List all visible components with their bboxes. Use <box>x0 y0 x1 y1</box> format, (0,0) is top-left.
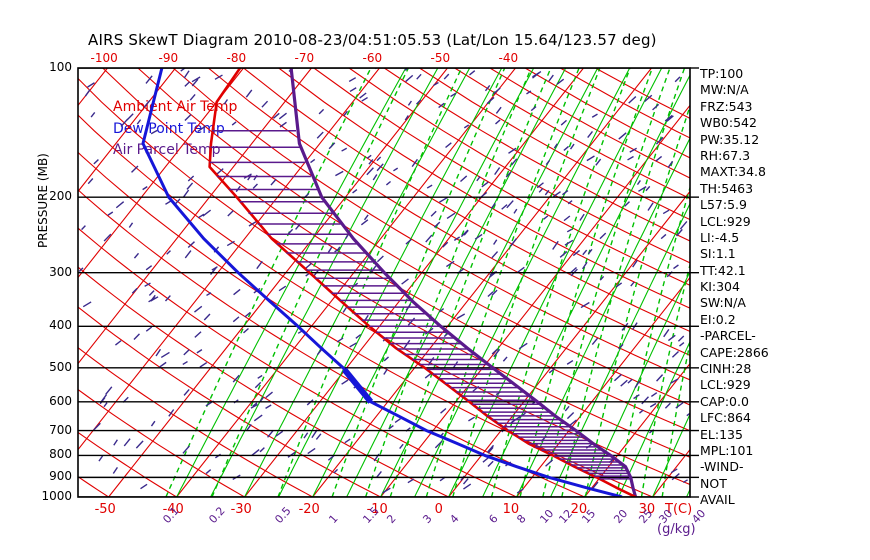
top-temp-tick-label: -60 <box>362 51 383 65</box>
cape-hatch-group <box>209 129 631 480</box>
bottom-temp-tick-label: 20 <box>570 502 588 517</box>
stat-item: -PARCEL- <box>700 328 756 344</box>
pressure-tick-label: 100 <box>49 60 72 74</box>
stat-item: LCL:929 <box>700 213 751 229</box>
page-title: AIRS SkewT Diagram 2010-08-23/04:51:05.5… <box>88 31 657 49</box>
bottom-temp-tick-label: -30 <box>230 502 252 517</box>
pressure-tick-label: 700 <box>49 422 72 437</box>
stat-item: -WIND- <box>700 459 744 475</box>
top-temp-tick-label: -80 <box>226 51 247 65</box>
stat-item: MPL:101 <box>700 442 754 458</box>
bottom-temp-tick-label: -50 <box>94 502 116 517</box>
bottom-temp-tick-label: 10 <box>502 502 520 517</box>
stat-item: CINH:28 <box>700 361 752 377</box>
bottom-temp-tick-label: -20 <box>298 502 320 517</box>
stat-item: NOT <box>700 475 727 491</box>
top-temp-tick-label: -50 <box>430 51 451 65</box>
parcel-temp-curve <box>289 68 638 497</box>
stat-item: EL:135 <box>700 426 743 442</box>
pressure-tick-label: 500 <box>49 359 72 374</box>
stat-item: PW:35.12 <box>700 131 760 147</box>
stat-item: CAPE:2866 <box>700 344 769 360</box>
top-temp-tick-label: -70 <box>294 51 315 65</box>
stat-item: LFC:864 <box>700 410 751 426</box>
stat-item: CAP:0.0 <box>700 393 749 409</box>
top-temp-tick-label: -90 <box>158 51 179 65</box>
pressure-tick-label: 300 <box>49 264 72 279</box>
stat-item: RH:67.3 <box>700 147 751 163</box>
stat-item: SW:N/A <box>700 295 746 311</box>
stat-item: LI:-4.5 <box>700 229 740 245</box>
pressure-tick-label: 1000 <box>41 489 72 503</box>
top-temp-tick-label: -100 <box>90 51 118 65</box>
mixing-ratio-unit-label: (g/kg) <box>657 522 696 537</box>
pressure-tick-label: 800 <box>49 447 72 462</box>
legend-air-parcel-temp: Air Parcel Temp <box>113 142 221 158</box>
plot-grid-group <box>78 68 690 497</box>
pressure-tick-label: 400 <box>49 318 72 333</box>
stat-item: EI:0.2 <box>700 311 736 327</box>
bottom-temp-tick-label: 0 <box>434 502 443 517</box>
temp-unit-label: T(C) <box>665 502 693 517</box>
top-temp-tick-label: -40 <box>498 51 519 65</box>
stat-item: WB0:542 <box>700 115 757 131</box>
pressure-tick-label: 200 <box>49 189 72 204</box>
stat-item: TH:5463 <box>700 180 754 196</box>
bottom-temp-tick-label: -10 <box>366 502 388 517</box>
plot-frame <box>77 67 691 498</box>
stat-item: KI:304 <box>700 279 740 295</box>
stat-item: AVAIL <box>700 492 735 508</box>
stat-item: TP:100 <box>700 66 744 81</box>
bottom-temp-tick-label: 30 <box>638 502 656 517</box>
legend-ambient-air-temp: Ambient Air Temp <box>113 99 238 115</box>
stat-item: TT:42.1 <box>700 262 746 278</box>
pressure-tick-label: 600 <box>49 393 72 408</box>
pressure-tick-label: 900 <box>49 469 72 484</box>
stat-item: FRZ:543 <box>700 98 753 114</box>
stat-item: LCL:929 <box>700 377 751 393</box>
sounding-statistics-panel: TP:100 MW:N/A FRZ:543 WB0:542 PW:35.12 RH:67.… <box>700 66 866 509</box>
bottom-temp-tick-label: -40 <box>162 502 184 517</box>
stat-item: MAXT:34.8 <box>700 164 766 180</box>
stat-item: L57:5.9 <box>700 197 747 213</box>
stat-item: MW:N/A <box>700 82 749 98</box>
stat-item: SI:1.1 <box>700 246 736 262</box>
